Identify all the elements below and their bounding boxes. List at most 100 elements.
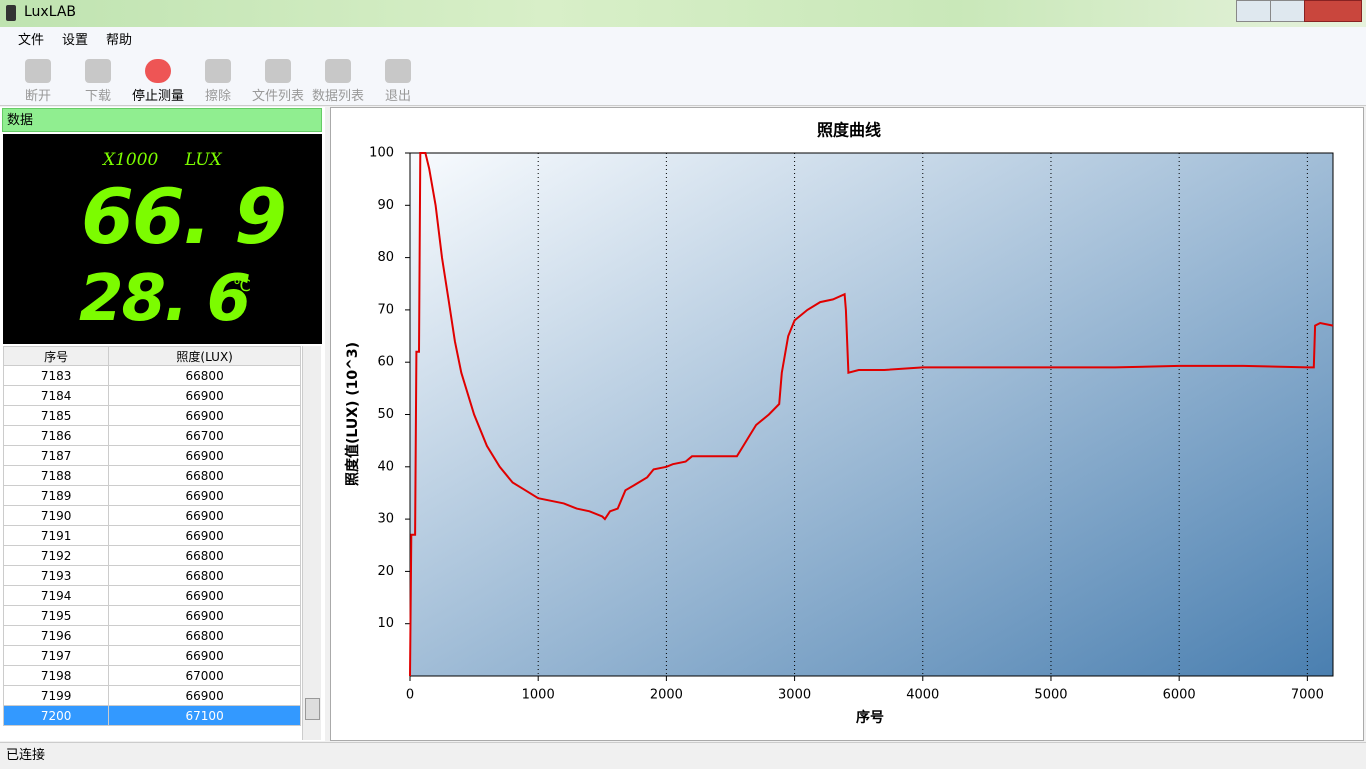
table-cell: 66800 bbox=[108, 625, 301, 646]
button-label: 文件列表 bbox=[251, 89, 304, 104]
table-row[interactable]: 7199 66900 bbox=[2, 685, 301, 706]
table-row[interactable]: 7188 66800 bbox=[2, 465, 301, 486]
button-label: 擦除 bbox=[204, 89, 231, 104]
table-row[interactable]: 7198 67000 bbox=[2, 665, 301, 686]
table-cell: 66900 bbox=[108, 445, 301, 466]
table-cell: 7183 bbox=[2, 365, 110, 386]
restore-button[interactable] bbox=[1270, 0, 1306, 22]
table-cell: 7193 bbox=[2, 565, 110, 586]
y-tick-label: 50 bbox=[377, 407, 394, 422]
x-tick-label: 0 bbox=[406, 688, 414, 703]
table-row[interactable]: 7187 66900 bbox=[2, 445, 301, 466]
toolbar-button[interactable]: 文件列表 bbox=[246, 55, 310, 105]
menu-item[interactable]: 帮助 bbox=[106, 33, 133, 48]
table-row[interactable]: 7197 66900 bbox=[2, 645, 301, 666]
y-tick-label: 100 bbox=[369, 146, 394, 161]
table-cell: 66800 bbox=[108, 565, 301, 586]
table-cell: 66800 bbox=[108, 465, 301, 486]
table-row[interactable]: 7189 66900 bbox=[2, 485, 301, 506]
y-tick-label: 20 bbox=[377, 564, 394, 579]
toolbar: 断开 下载 停止测量 擦除 文件列表 数据列表 退出 bbox=[0, 55, 1366, 106]
table-row[interactable]: 7191 66900 bbox=[2, 525, 301, 546]
toolbar-button[interactable]: 停止测量 bbox=[126, 55, 190, 105]
y-axis-label: 照度值(LUX) (10^3) bbox=[344, 342, 361, 486]
table-cell: 66700 bbox=[108, 425, 301, 446]
table-cell: 7189 bbox=[2, 485, 110, 506]
toolbar-button[interactable]: 退出 bbox=[366, 55, 430, 105]
scrollbar[interactable] bbox=[302, 346, 321, 740]
button-icon bbox=[265, 59, 291, 83]
multiplier: X1000 bbox=[103, 150, 159, 170]
table-cell: 7184 bbox=[2, 385, 110, 406]
button-icon bbox=[385, 59, 411, 83]
chart-panel: 照度曲线 序号 照度值(LUX) (10^3) 0 1000 2000 3000 400… bbox=[330, 107, 1364, 741]
table-row[interactable]: 7200 67100 bbox=[2, 705, 301, 726]
column-header[interactable]: 照度(LUX) bbox=[108, 346, 301, 366]
column-header[interactable]: 序号 bbox=[2, 346, 110, 366]
table-cell: 7194 bbox=[2, 585, 110, 606]
button-icon bbox=[205, 59, 231, 83]
temperature-unit: ℃ bbox=[233, 276, 251, 295]
table-cell: 7188 bbox=[2, 465, 110, 486]
chart-title: 照度曲线 bbox=[817, 121, 881, 140]
table-row[interactable]: 7192 66800 bbox=[2, 545, 301, 566]
toolbar-button[interactable]: 下载 bbox=[66, 55, 130, 105]
y-tick-label: 40 bbox=[377, 459, 394, 474]
table-cell: 66900 bbox=[108, 485, 301, 506]
button-label: 下载 bbox=[84, 89, 111, 104]
lux-reading: 66. 9 bbox=[81, 172, 287, 261]
menu-item[interactable]: 文件 bbox=[18, 33, 45, 48]
table-cell: 66900 bbox=[108, 385, 301, 406]
y-tick-label: 70 bbox=[377, 302, 394, 317]
table-cell: 66900 bbox=[108, 525, 301, 546]
panel-title: 数据 bbox=[2, 108, 322, 132]
close-button[interactable] bbox=[1304, 0, 1362, 22]
button-icon bbox=[25, 59, 51, 83]
toolbar-button[interactable]: 擦除 bbox=[186, 55, 250, 105]
toolbar-button[interactable]: 断开 bbox=[6, 55, 70, 105]
table-cell: 66900 bbox=[108, 645, 301, 666]
minimize-button[interactable] bbox=[1236, 0, 1272, 22]
table-row[interactable]: 7193 66800 bbox=[2, 565, 301, 586]
y-tick-label: 90 bbox=[377, 198, 394, 213]
y-tick-label: 60 bbox=[377, 355, 394, 370]
button-icon bbox=[325, 59, 351, 83]
table-row[interactable]: 7185 66900 bbox=[2, 405, 301, 426]
table-row[interactable]: 7190 66900 bbox=[2, 505, 301, 526]
table-row[interactable]: 7196 66800 bbox=[2, 625, 301, 646]
menu-item[interactable]: 设置 bbox=[62, 33, 89, 48]
table-cell: 7190 bbox=[2, 505, 110, 526]
table-row[interactable]: 7194 66900 bbox=[2, 585, 301, 606]
table-cell: 66900 bbox=[108, 605, 301, 626]
table-cell: 66800 bbox=[108, 545, 301, 566]
table-cell: 7198 bbox=[2, 665, 110, 686]
table-row[interactable]: 7183 66800 bbox=[2, 365, 301, 386]
window-title: LuxLAB bbox=[24, 4, 77, 20]
button-label: 断开 bbox=[24, 89, 51, 104]
table-row[interactable]: 7184 66900 bbox=[2, 385, 301, 406]
toolbar-button[interactable]: 数据列表 bbox=[306, 55, 370, 105]
button-label: 数据列表 bbox=[311, 89, 364, 104]
table-cell: 7187 bbox=[2, 445, 110, 466]
table-cell: 67100 bbox=[108, 705, 301, 726]
table-cell: 7200 bbox=[2, 705, 110, 726]
y-tick-label: 80 bbox=[377, 250, 394, 265]
button-icon bbox=[85, 59, 111, 83]
status-bar: 已连接 bbox=[0, 742, 1366, 768]
plot-area bbox=[409, 152, 1334, 677]
table-cell: 7197 bbox=[2, 645, 110, 666]
x-tick-label: 3000 bbox=[778, 688, 811, 703]
table-cell: 7195 bbox=[2, 605, 110, 626]
table-row[interactable]: 7186 66700 bbox=[2, 425, 301, 446]
temperature-reading: 28. 6 bbox=[79, 262, 251, 336]
header-row: 序号 照度(LUX) bbox=[2, 346, 301, 366]
scroll-thumb[interactable] bbox=[305, 698, 320, 720]
unit: LUX bbox=[185, 150, 222, 170]
table-cell: 66900 bbox=[108, 685, 301, 706]
meter-display: X1000 LUX 66. 9 28. 6 ℃ bbox=[3, 134, 322, 344]
table-cell: 66900 bbox=[108, 405, 301, 426]
table-row[interactable]: 7195 66900 bbox=[2, 605, 301, 626]
x-tick-label: 1000 bbox=[522, 688, 555, 703]
chart: 照度曲线 序号 照度值(LUX) (10^3) 0 1000 2000 3000 400… bbox=[344, 121, 1334, 726]
